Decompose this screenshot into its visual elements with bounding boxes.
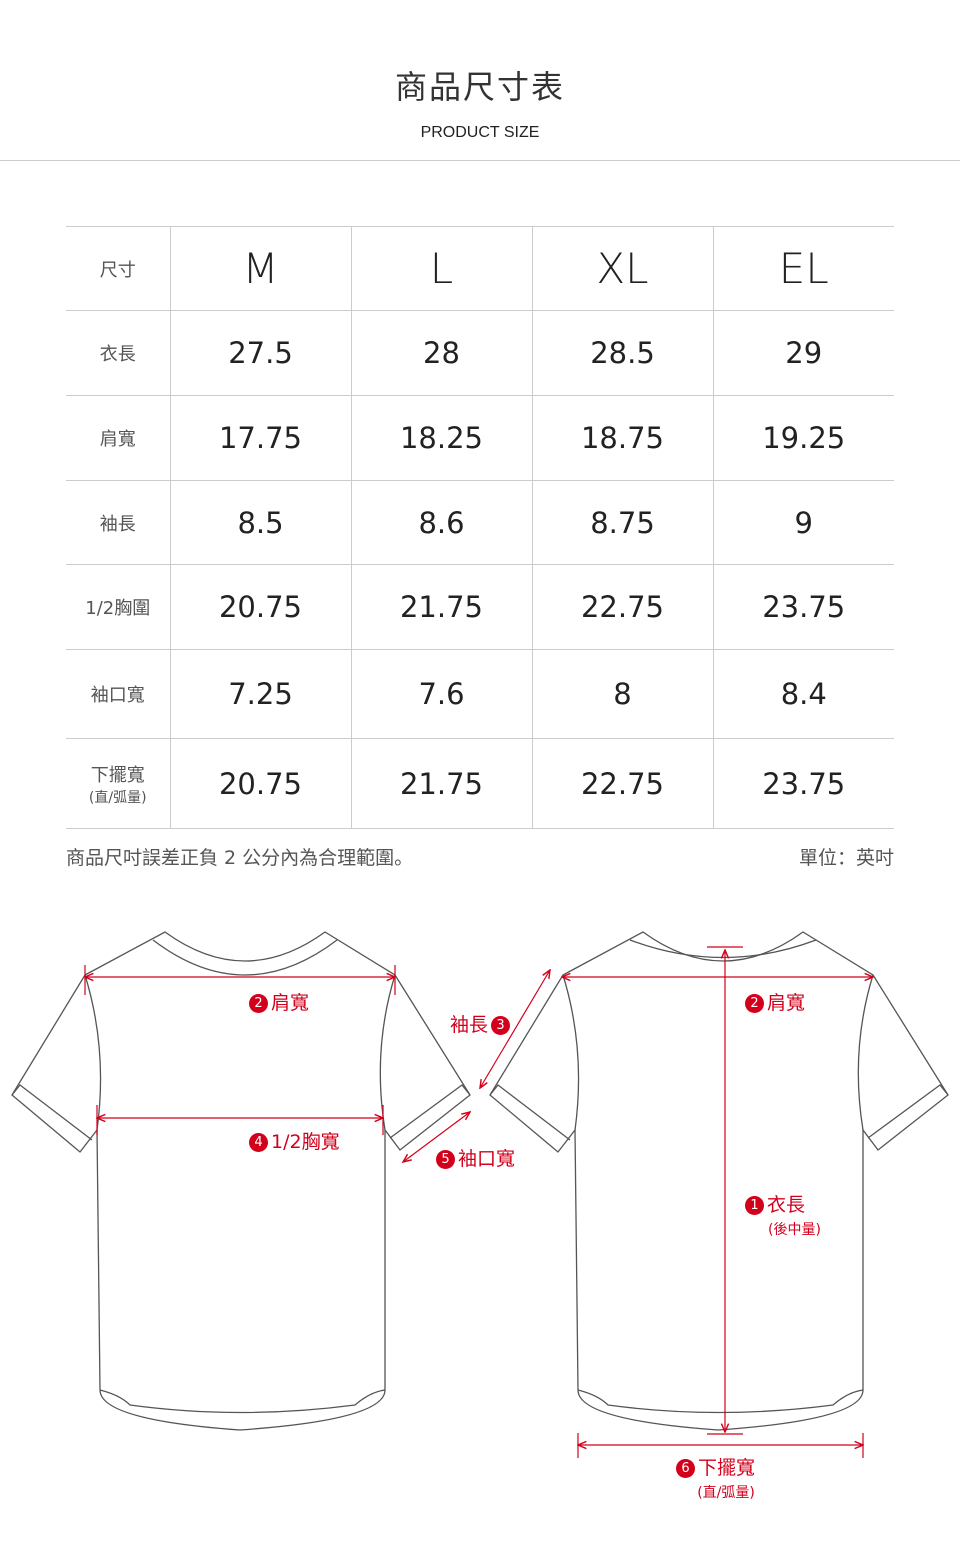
divider: [0, 160, 960, 161]
tshirt-diagram: [11, 931, 949, 1458]
cell: 8.75: [531, 480, 713, 565]
cell: 21.75: [350, 738, 532, 829]
table-row: 袖口寬 7.25 7.6 8 8.4: [66, 649, 894, 739]
cell: 21.75: [350, 564, 532, 650]
label-hem: 6 下擺寬 (直/弧量): [673, 1453, 755, 1502]
row-label: 袖長: [66, 480, 170, 565]
cell: 18.75: [531, 395, 713, 481]
label-text: 肩寬: [271, 992, 310, 1014]
cell: 18.25: [350, 395, 532, 481]
cell: 17.75: [169, 395, 351, 481]
cell: 27.5: [169, 310, 351, 396]
measure-lines: [85, 946, 873, 1458]
row-label: 衣長: [66, 310, 170, 396]
label-text: 袖口寬: [458, 1148, 516, 1170]
row-label: 1/2胸圍: [66, 564, 170, 650]
label-shoulder-front: 2 肩寬: [742, 988, 805, 1015]
number-badge: 4: [249, 1133, 268, 1152]
cell: 28.5: [531, 310, 713, 396]
cell: 9: [712, 480, 894, 565]
row-label-text: 下擺寬: [90, 764, 145, 786]
label-text: 1/2胸寬: [271, 1131, 340, 1153]
row-label: 袖口寬: [66, 649, 170, 739]
table-row: 肩寬 17.75 18.25 18.75 19.25: [66, 395, 894, 481]
number-badge: 1: [745, 1196, 764, 1215]
back-shirt-outline: [11, 931, 471, 1431]
table-row: 衣長 27.5 28 28.5 29: [66, 310, 894, 396]
cell: 23.75: [712, 738, 894, 829]
cell: 8.5: [169, 480, 351, 565]
size-label: 尺寸: [66, 226, 170, 311]
table-header-row: 尺寸 M L XL EL: [66, 226, 894, 311]
number-badge: 6: [676, 1459, 695, 1478]
table-row: 1/2胸圍 20.75 21.75 22.75 23.75: [66, 564, 894, 650]
row-label: 肩寬: [66, 395, 170, 481]
cell: 20.75: [169, 738, 351, 829]
label-text: 衣長: [767, 1194, 806, 1216]
cell: 20.75: [169, 564, 351, 650]
label-subtext: (直/弧量): [697, 1485, 755, 1501]
label-chest: 4 1/2胸寬: [246, 1127, 340, 1154]
table-row: 袖長 8.5 8.6 8.75 9: [66, 480, 894, 565]
cell: 22.75: [531, 564, 713, 650]
number-badge: 5: [436, 1150, 455, 1169]
cell: 22.75: [531, 738, 713, 829]
cell: 23.75: [712, 564, 894, 650]
label-text: 肩寬: [767, 992, 806, 1014]
table-row: 下擺寬 (直/弧量) 20.75 21.75 22.75 23.75: [66, 738, 894, 829]
row-sublabel: (直/弧量): [88, 789, 147, 806]
label-text: 下擺寬: [698, 1457, 756, 1479]
cell: 7.25: [169, 649, 351, 739]
label-text: 袖長: [450, 1014, 489, 1036]
cell: 8.6: [350, 480, 532, 565]
unit-label: 單位：英吋: [798, 847, 894, 869]
number-badge: 3: [491, 1016, 511, 1035]
cell: 7.6: [350, 649, 532, 739]
row-label: 下擺寬 (直/弧量): [66, 738, 170, 829]
size-el: EL: [712, 226, 894, 311]
size-m: M: [169, 226, 351, 311]
page-title: 商品尺寸表: [394, 68, 565, 106]
size-l: L: [350, 226, 532, 311]
size-xl: XL: [531, 226, 713, 311]
label-cuff: 5 袖口寬: [433, 1144, 515, 1171]
size-table: 尺寸 M L XL EL 衣長 27.5 28 28.5 29 肩寬 17.75 18.…: [66, 226, 894, 829]
cell: 28: [350, 310, 532, 396]
cell: 29: [712, 310, 894, 396]
label-sleeve-length: 袖長 3: [450, 1010, 513, 1037]
cell: 8: [531, 649, 713, 739]
tolerance-note: 商品尺吋誤差正負 2 公分內為合理範圍。: [66, 847, 414, 869]
cell: 8.4: [712, 649, 894, 739]
page-subtitle: PRODUCT SIZE: [420, 124, 540, 141]
cell: 19.25: [712, 395, 894, 481]
number-badge: 2: [249, 994, 268, 1013]
number-badge: 2: [745, 994, 764, 1013]
label-shoulder-back: 2 肩寬: [246, 988, 309, 1015]
front-shirt-outline: [489, 931, 949, 1431]
label-length: 1 衣長 (後中量): [742, 1190, 821, 1239]
label-subtext: (後中量): [768, 1222, 821, 1238]
